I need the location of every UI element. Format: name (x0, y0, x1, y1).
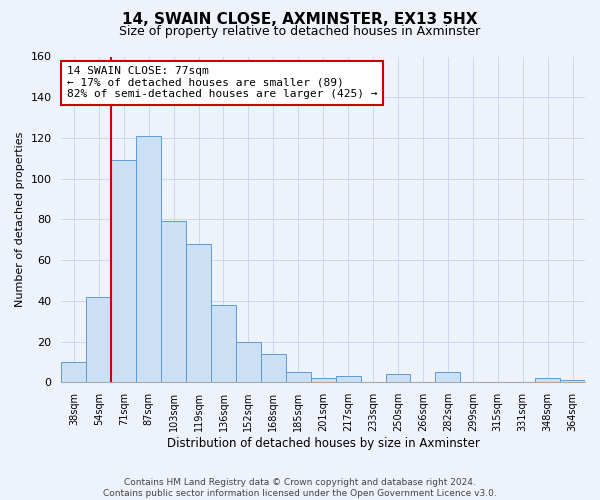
Bar (186, 244, 211, 382)
Bar (111, 160, 136, 382)
Bar (161, 222, 186, 382)
Bar (535, 378, 560, 382)
Bar (335, 376, 361, 382)
Text: Size of property relative to detached houses in Axminster: Size of property relative to detached ho… (119, 25, 481, 38)
Bar (286, 372, 311, 382)
Bar (61, 362, 86, 382)
Text: Contains HM Land Registry data © Crown copyright and database right 2024.
Contai: Contains HM Land Registry data © Crown c… (103, 478, 497, 498)
Bar (261, 354, 286, 382)
Bar (436, 372, 460, 382)
Bar (560, 380, 585, 382)
Text: 14 SWAIN CLOSE: 77sqm
← 17% of detached houses are smaller (89)
82% of semi-deta: 14 SWAIN CLOSE: 77sqm ← 17% of detached … (67, 66, 377, 100)
Bar (311, 378, 335, 382)
Y-axis label: Number of detached properties: Number of detached properties (15, 132, 25, 307)
Bar (136, 136, 161, 382)
Bar (386, 374, 410, 382)
Bar (86, 297, 111, 382)
Bar (236, 342, 261, 382)
Bar (211, 305, 236, 382)
X-axis label: Distribution of detached houses by size in Axminster: Distribution of detached houses by size … (167, 437, 479, 450)
Text: 14, SWAIN CLOSE, AXMINSTER, EX13 5HX: 14, SWAIN CLOSE, AXMINSTER, EX13 5HX (122, 12, 478, 28)
